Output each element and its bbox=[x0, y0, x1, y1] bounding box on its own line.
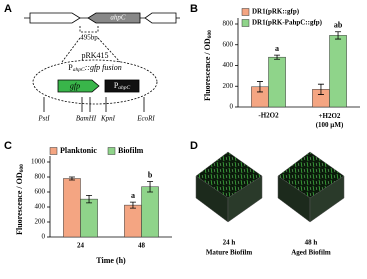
x-tick-line: +H2O2 bbox=[319, 112, 341, 120]
x-tick-label: +H2O2 (100 µM) bbox=[316, 112, 344, 129]
y-axis-label-sub: 600 bbox=[207, 30, 213, 39]
promoter-box bbox=[104, 79, 140, 93]
site-label: PstI bbox=[37, 115, 50, 123]
promoter-label: PahpC bbox=[114, 81, 131, 91]
y-axis-label-sub: 600 bbox=[19, 164, 25, 173]
x-tick-label: 24 bbox=[77, 242, 85, 250]
gfp-box bbox=[57, 79, 100, 93]
annotation: a bbox=[275, 44, 279, 53]
legend-label: DR1(pRK::gfp) bbox=[252, 8, 300, 16]
legend-label: DR1(pRK-PahpC::gfp) bbox=[252, 19, 323, 27]
y-tick-label: 600 bbox=[35, 188, 46, 196]
bar bbox=[124, 204, 142, 238]
error-bar bbox=[256, 81, 263, 93]
y-tick-label: 400 bbox=[35, 203, 46, 211]
y-tick-label: 800 bbox=[223, 20, 234, 28]
gene-arrow bbox=[87, 12, 141, 24]
legend-swatch bbox=[241, 8, 250, 16]
site-arrow bbox=[43, 97, 145, 112]
x-axis-label: Time (h) bbox=[96, 256, 126, 265]
bar bbox=[141, 186, 159, 238]
plasmid bbox=[32, 59, 158, 105]
error-bar bbox=[147, 181, 154, 193]
legend-swatch bbox=[49, 147, 58, 155]
image-time: 48 h bbox=[305, 239, 318, 247]
error-bar bbox=[274, 54, 281, 60]
gene-map bbox=[24, 12, 180, 112]
annotation: a bbox=[131, 191, 135, 200]
y-tick-label: 400 bbox=[223, 61, 234, 69]
gfp-label: gfp bbox=[70, 81, 80, 90]
distance-label: 495bp bbox=[80, 34, 98, 42]
image bbox=[195, 151, 263, 223]
error-bar bbox=[86, 194, 93, 204]
y-axis-label: Fluorescence / OD600 bbox=[15, 164, 25, 235]
plasmid-label: pRK415 bbox=[81, 51, 108, 60]
annotation: ab bbox=[334, 21, 343, 30]
gene-label: ahpC bbox=[110, 14, 126, 22]
y-axis-label-text: Fluorescence / OD bbox=[203, 38, 212, 101]
error-bar bbox=[129, 201, 136, 209]
error-bar bbox=[335, 31, 342, 40]
legend-swatch bbox=[107, 147, 116, 155]
fusion-label: PahpC::gfp fusion bbox=[68, 63, 121, 73]
bracket bbox=[79, 26, 99, 33]
y-tick-label: 0 bbox=[230, 103, 234, 111]
panel-label: A bbox=[4, 3, 12, 15]
y-tick-label: 200 bbox=[35, 218, 46, 226]
y-axis-label-text: Fluorescence / OD bbox=[15, 172, 24, 235]
y-tick-label: 0 bbox=[42, 233, 46, 241]
panel-label: B bbox=[190, 3, 198, 15]
y-tick-label: 600 bbox=[223, 40, 234, 48]
y-tick-label: 200 bbox=[223, 82, 234, 90]
panel-label: C bbox=[4, 140, 12, 152]
error-bar bbox=[68, 176, 75, 181]
y-tick-label: 1000 bbox=[31, 158, 46, 166]
x-tick-label: 48 bbox=[138, 242, 146, 250]
image bbox=[277, 151, 345, 223]
legend-label: Planktonic bbox=[60, 146, 97, 155]
gene-arrow bbox=[29, 12, 81, 24]
site-label: EcoRI bbox=[136, 115, 155, 123]
legend-swatch bbox=[241, 19, 250, 27]
bar bbox=[63, 178, 81, 238]
y-axis-label: Fluorescence / OD600 bbox=[203, 30, 213, 101]
bar bbox=[80, 198, 98, 238]
bar bbox=[329, 35, 347, 108]
y-tick-label: 800 bbox=[35, 173, 46, 181]
image-caption: Mature Biofilm bbox=[206, 249, 253, 257]
x-tick-label: -H2O2 bbox=[258, 112, 279, 120]
bar bbox=[268, 56, 286, 108]
guide-line bbox=[61, 37, 121, 63]
error-bar bbox=[317, 83, 324, 95]
annotation: b bbox=[148, 170, 153, 179]
gene-arrow bbox=[144, 12, 177, 24]
site-label: BamHI bbox=[76, 115, 97, 123]
legend-label: Biofilm bbox=[118, 146, 144, 155]
image-caption: Aged Biofilm bbox=[291, 249, 331, 257]
site-label: KpnI bbox=[100, 115, 116, 123]
panel-label: D bbox=[190, 140, 198, 152]
x-tick-line: (100 µM) bbox=[316, 121, 344, 129]
image-time: 24 h bbox=[223, 239, 236, 247]
